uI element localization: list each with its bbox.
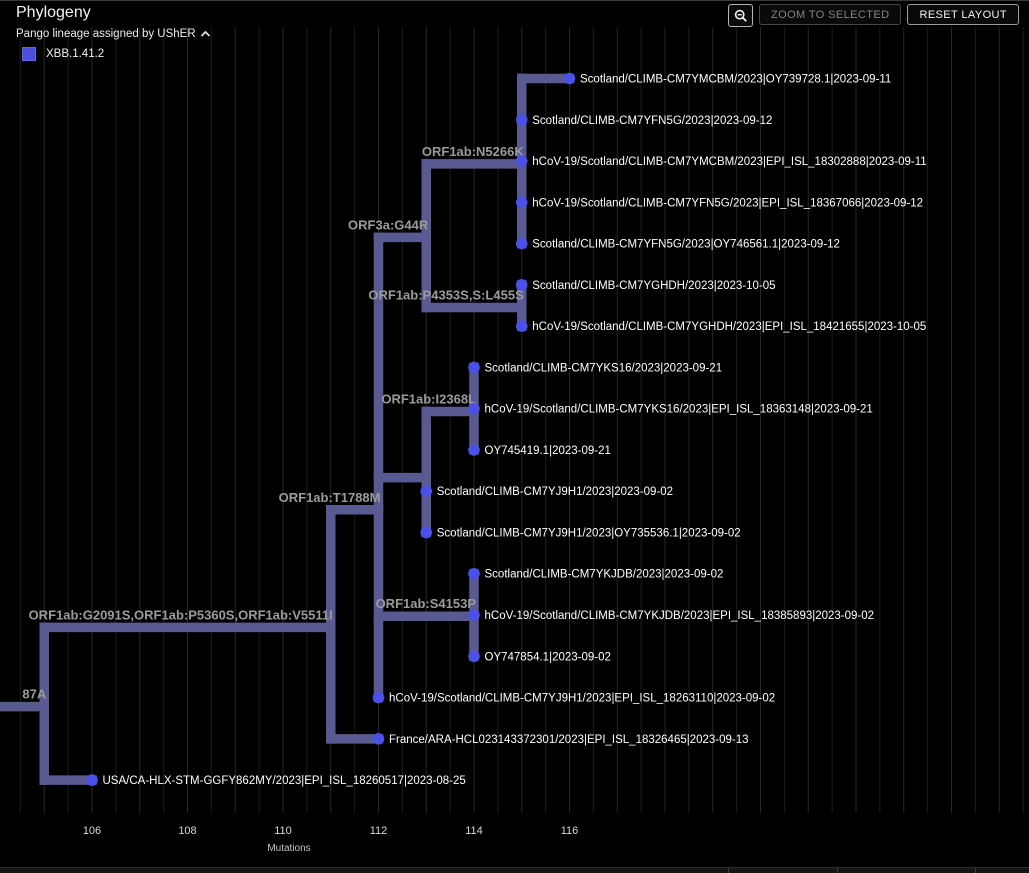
leaf-label[interactable]: Scotland/CLIMB-CM7YFN5G/2023|2023-09-12 bbox=[532, 115, 772, 127]
legend-header[interactable]: Pango lineage assigned by UShER bbox=[16, 28, 211, 40]
axis-tick-label: 114 bbox=[465, 825, 483, 837]
leaf-node[interactable] bbox=[515, 196, 528, 209]
leaf-node[interactable] bbox=[86, 774, 98, 786]
legend-title: Pango lineage assigned by UShER bbox=[16, 28, 196, 40]
page-title: Phylogeny bbox=[16, 4, 91, 21]
axis-tick-label: 112 bbox=[370, 825, 388, 837]
leaf-label[interactable]: OY745419.1|2023-09-21 bbox=[485, 445, 611, 457]
leaf-label[interactable]: OY747854.1|2023-09-02 bbox=[485, 651, 611, 663]
strip-divider bbox=[728, 868, 729, 873]
leaf-node[interactable] bbox=[468, 444, 480, 456]
strip-divider bbox=[837, 868, 838, 873]
mutation-label: ORF1ab:T1788M bbox=[279, 490, 381, 505]
mutation-label: ORF1ab:I2368L bbox=[381, 392, 476, 407]
leaf-node[interactable] bbox=[468, 361, 480, 374]
mutation-label: ORF3a:G44R bbox=[348, 217, 429, 232]
leaf-label[interactable]: hCoV-19/Scotland/CLIMB-CM7YJ9H1/2023|EPI… bbox=[389, 693, 775, 705]
legend-color-swatch bbox=[22, 47, 36, 61]
leaf-label[interactable]: Scotland/CLIMB-CM7YJ9H1/2023|OY735536.1|… bbox=[437, 527, 741, 539]
axis-tick-label: 116 bbox=[561, 825, 579, 837]
mutation-label: ORF1ab:N5266K bbox=[422, 144, 524, 159]
zoom-to-selected-button[interactable]: ZOOM TO SELECTED bbox=[759, 4, 902, 25]
leaf-node[interactable] bbox=[563, 72, 576, 85]
leaf-node[interactable] bbox=[468, 567, 480, 580]
leaf-label[interactable]: Scotland/CLIMB-CM7YKS16/2023|2023-09-21 bbox=[485, 362, 723, 374]
legend-item: XBB.1.41.2 bbox=[22, 47, 104, 61]
leaf-label[interactable]: Scotland/CLIMB-CM7YJ9H1/2023|2023-09-02 bbox=[437, 486, 673, 498]
leaf-node[interactable] bbox=[515, 155, 528, 167]
mutation-label: ORF1ab:P4353S,S:L455S bbox=[368, 288, 524, 303]
strip-divider bbox=[975, 868, 976, 873]
leaf-label[interactable]: hCoV-19/Scotland/CLIMB-CM7YKJDB/2023|EPI… bbox=[485, 610, 875, 622]
leaf-label[interactable]: hCoV-19/Scotland/CLIMB-CM7YKS16/2023|EPI… bbox=[485, 404, 873, 416]
mutation-label: 87A bbox=[22, 687, 46, 702]
leaf-node[interactable] bbox=[420, 485, 433, 498]
axis-tick-label: 108 bbox=[178, 825, 196, 837]
bottom-panel-strip[interactable] bbox=[0, 867, 1029, 873]
leaf-node[interactable] bbox=[468, 609, 480, 621]
axis-tick-label: 110 bbox=[274, 825, 292, 837]
axis-title: Mutations bbox=[267, 843, 310, 854]
zoom-out-button[interactable] bbox=[728, 4, 753, 27]
leaf-label[interactable]: France/ARA-HCL023143372301/2023|EPI_ISL_… bbox=[389, 734, 749, 746]
toolbar: ZOOM TO SELECTED RESET LAYOUT bbox=[728, 4, 1019, 27]
leaf-node[interactable] bbox=[372, 691, 385, 704]
leaf-node[interactable] bbox=[515, 113, 528, 126]
leaf-label[interactable]: hCoV-19/Scotland/CLIMB-CM7YGHDH/2023|EPI… bbox=[532, 321, 926, 333]
leaf-node[interactable] bbox=[515, 279, 528, 291]
mutation-label: ORF1ab:S4153P bbox=[376, 596, 477, 611]
leaf-node[interactable] bbox=[468, 402, 480, 415]
leaf-node[interactable] bbox=[372, 733, 385, 745]
leaf-label[interactable]: hCoV-19/Scotland/CLIMB-CM7YMCBM/2023|EPI… bbox=[532, 156, 926, 168]
axis-tick-label: 106 bbox=[83, 825, 101, 837]
leaf-label[interactable]: Scotland/CLIMB-CM7YGHDH/2023|2023-10-05 bbox=[532, 280, 775, 292]
leaf-node[interactable] bbox=[515, 320, 528, 332]
leaf-label[interactable]: Scotland/CLIMB-CM7YKJDB/2023|2023-09-02 bbox=[485, 569, 724, 581]
chevron-up-icon[interactable] bbox=[200, 30, 211, 38]
mutation-label: ORF1ab:G2091S,ORF1ab:P5360S,ORF1ab:V5511… bbox=[29, 607, 333, 622]
magnifier-minus-icon bbox=[734, 9, 747, 22]
leaf-label[interactable]: Scotland/CLIMB-CM7YMCBM/2023|OY739728.1|… bbox=[580, 74, 891, 86]
leaf-node[interactable] bbox=[515, 237, 528, 250]
reset-layout-button[interactable]: RESET LAYOUT bbox=[907, 4, 1019, 25]
leaf-node[interactable] bbox=[420, 526, 433, 539]
leaf-label[interactable]: USA/CA-HLX-STM-GGFY862MY/2023|EPI_ISL_18… bbox=[103, 775, 466, 787]
leaf-node[interactable] bbox=[468, 650, 480, 663]
legend-item-label: XBB.1.41.2 bbox=[46, 48, 105, 60]
leaf-label[interactable]: Scotland/CLIMB-CM7YFN5G/2023|OY746561.1|… bbox=[532, 239, 840, 251]
leaf-label[interactable]: hCoV-19/Scotland/CLIMB-CM7YFN5G/2023|EPI… bbox=[532, 197, 923, 209]
